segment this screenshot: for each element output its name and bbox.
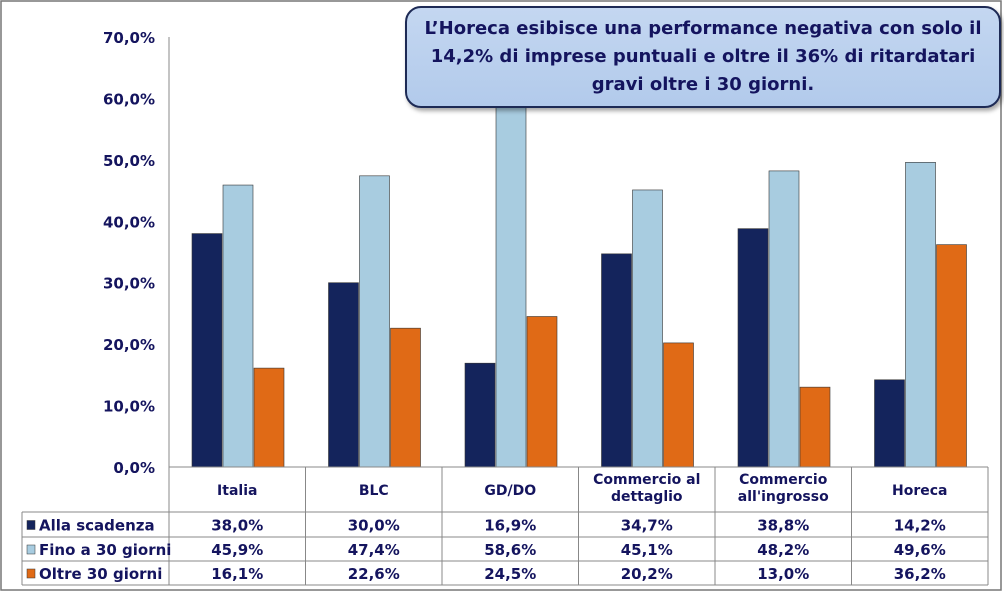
data-label: 47,4%: [348, 541, 400, 559]
bar-0-4: [737, 228, 769, 468]
legend-label: Alla scadenza: [39, 517, 155, 535]
data-label: 13,0%: [757, 565, 809, 583]
data-label: 38,8%: [757, 517, 809, 535]
data-label: 38,0%: [211, 517, 263, 535]
y-tick-label: 60,0%: [103, 90, 155, 108]
data-label: 34,7%: [621, 517, 673, 535]
legend-label: Fino a 30 giorni: [39, 541, 171, 559]
y-tick-label: 30,0%: [103, 275, 155, 293]
data-label: 16,9%: [484, 517, 536, 535]
bar-2-2: [526, 316, 558, 468]
category-label: Commercio: [739, 472, 828, 488]
category-label: Horeca: [892, 483, 947, 499]
y-tick-label: 40,0%: [103, 213, 155, 231]
category-label: dettaglio: [611, 489, 683, 505]
legend-label: Oltre 30 giorni: [39, 565, 162, 583]
data-label: 22,6%: [348, 565, 400, 583]
category-label: all'ingrosso: [738, 489, 829, 505]
data-label: 20,2%: [621, 565, 673, 583]
bar-0-2: [464, 362, 496, 468]
legend-key-2: [26, 568, 36, 579]
data-label: 14,2%: [894, 517, 946, 535]
bar-0-1: [328, 282, 359, 468]
data-label: 58,6%: [484, 541, 536, 559]
data-label: 30,0%: [348, 517, 400, 535]
bar-0-5: [874, 379, 905, 468]
y-tick-label: 50,0%: [103, 152, 155, 170]
data-label: 48,2%: [757, 541, 809, 559]
bar-2-0: [253, 367, 285, 468]
bar-1-5: [905, 162, 936, 468]
bar-1-3: [632, 189, 663, 468]
bar-1-0: [222, 184, 254, 468]
data-label: 36,2%: [894, 565, 946, 583]
bar-2-5: [936, 244, 967, 468]
bar-1-1: [359, 175, 390, 468]
category-label: BLC: [359, 483, 389, 499]
category-label: Italia: [217, 483, 257, 499]
bar-1-2: [495, 106, 527, 468]
legend-key-1: [26, 544, 36, 555]
data-label: 49,6%: [894, 541, 946, 559]
bar-0-0: [191, 233, 223, 468]
category-label: Commercio al: [593, 472, 700, 488]
callout-box: L’Horeca esibisce una performance negati…: [405, 6, 1001, 108]
data-label: 45,9%: [211, 541, 263, 559]
legend-key-0: [26, 520, 36, 530]
bar-2-4: [799, 386, 831, 468]
bar-2-3: [663, 342, 694, 468]
data-label: 24,5%: [484, 565, 536, 583]
bar-2-1: [390, 327, 421, 468]
category-label: GD/DO: [484, 483, 536, 499]
y-tick-label: 10,0%: [103, 398, 155, 416]
bar-0-3: [601, 253, 632, 468]
y-tick-label: 70,0%: [103, 29, 155, 47]
y-tick-label: 0,0%: [113, 459, 155, 477]
data-label: 16,1%: [211, 565, 263, 583]
callout-text: L’Horeca esibisce una performance negati…: [424, 18, 982, 95]
data-label: 45,1%: [621, 541, 673, 559]
bar-1-4: [768, 170, 800, 468]
y-tick-label: 20,0%: [103, 336, 155, 354]
